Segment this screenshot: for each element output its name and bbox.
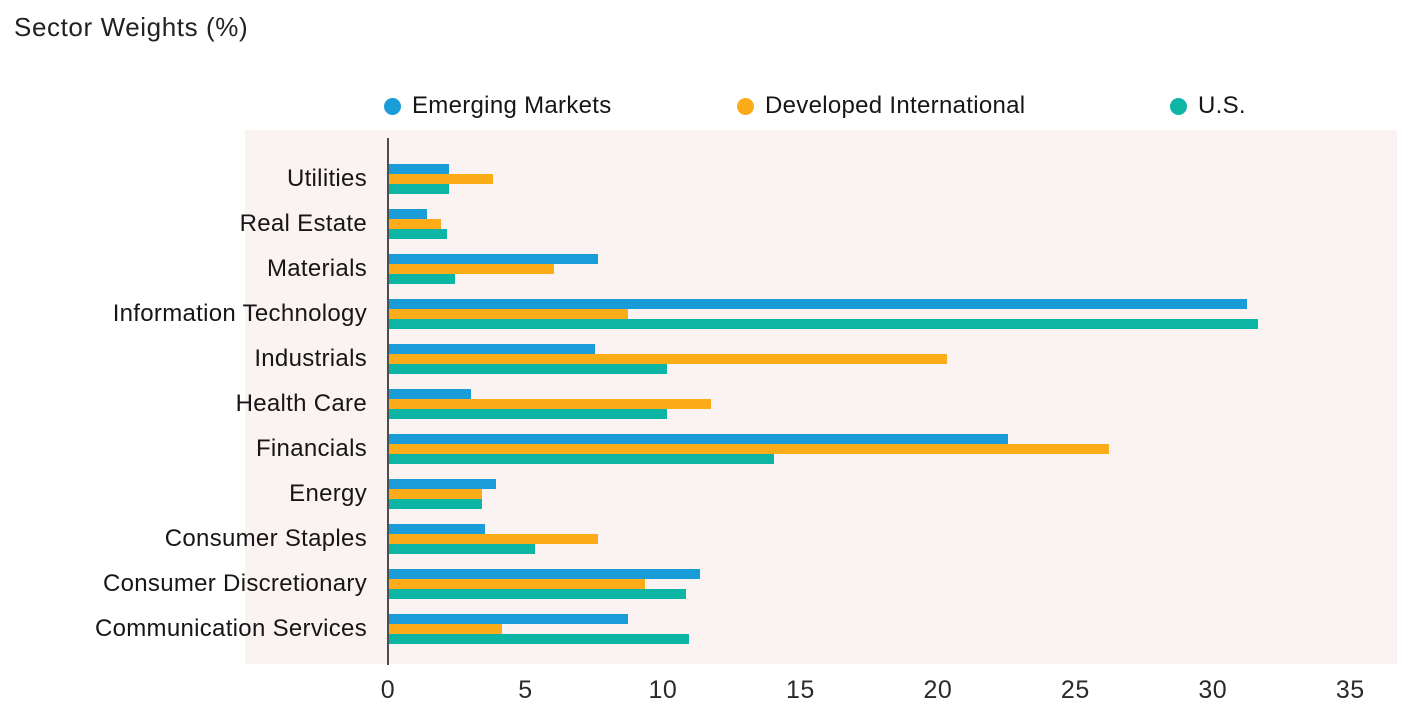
bar [389, 209, 428, 219]
bar [389, 614, 629, 624]
x-tick-label: 20 [923, 676, 953, 704]
legend-dot-developed-international-icon [737, 97, 754, 115]
bar [389, 319, 1258, 329]
bar [389, 409, 667, 419]
bar [389, 544, 535, 554]
legend-item-us: U.S. [1170, 92, 1246, 119]
legend-label-emerging-markets: Emerging Markets [412, 92, 612, 119]
bar [389, 579, 645, 589]
bar [389, 489, 483, 499]
category-label: Industrials [254, 345, 367, 372]
bar [389, 454, 774, 464]
category-label: Utilities [286, 165, 367, 192]
bar [389, 299, 1247, 309]
x-tick-label: 30 [1198, 676, 1228, 704]
bar [389, 624, 502, 634]
bar [389, 219, 442, 229]
bar [389, 389, 472, 399]
bar [389, 534, 598, 544]
x-tick-label: 15 [785, 676, 815, 704]
category-label: Consumer Discretionary [102, 570, 367, 597]
category-label: Consumer Staples [164, 525, 367, 552]
bar [389, 309, 629, 319]
bar [389, 364, 667, 374]
bar [389, 354, 948, 364]
bar [389, 184, 450, 194]
bar [389, 164, 450, 174]
legend-dot-emerging-markets-icon [384, 97, 401, 115]
bar [389, 174, 494, 184]
bar [389, 344, 596, 354]
x-tick-label: 35 [1335, 676, 1365, 704]
category-label: Health Care [235, 390, 367, 417]
legend-label-developed-international: Developed International [765, 92, 1026, 119]
legend-item-developed-international: Developed International [737, 92, 1026, 119]
bar [389, 444, 1110, 454]
x-tick-label: 5 [518, 676, 533, 704]
x-tick-label: 25 [1060, 676, 1090, 704]
bar [389, 264, 554, 274]
bar [389, 399, 711, 409]
category-label: Energy [289, 480, 367, 507]
bar [389, 499, 483, 509]
category-label: Real Estate [239, 210, 367, 237]
bar [389, 479, 497, 489]
bar [389, 274, 455, 284]
bar [389, 254, 598, 264]
legend-dot-us-icon [1170, 97, 1187, 115]
legend-item-emerging-markets: Emerging Markets [384, 92, 612, 119]
x-tick-label: 10 [648, 676, 678, 704]
category-label: Materials [266, 255, 367, 282]
category-label: Financials [255, 435, 367, 462]
chart-title: Sector Weights (%) [14, 12, 249, 42]
bar [389, 569, 700, 579]
legend-label-us: U.S. [1198, 92, 1246, 119]
category-label: Communication Services [94, 615, 367, 642]
y-axis-line [387, 138, 389, 665]
legend: Emerging Markets Developed International… [0, 92, 1416, 119]
bar [389, 524, 486, 534]
bar [389, 434, 1008, 444]
x-tick-label: 0 [380, 676, 396, 704]
category-label: Information Technology [112, 300, 367, 327]
bar [389, 634, 689, 644]
bar [389, 229, 447, 239]
bar [389, 589, 686, 599]
